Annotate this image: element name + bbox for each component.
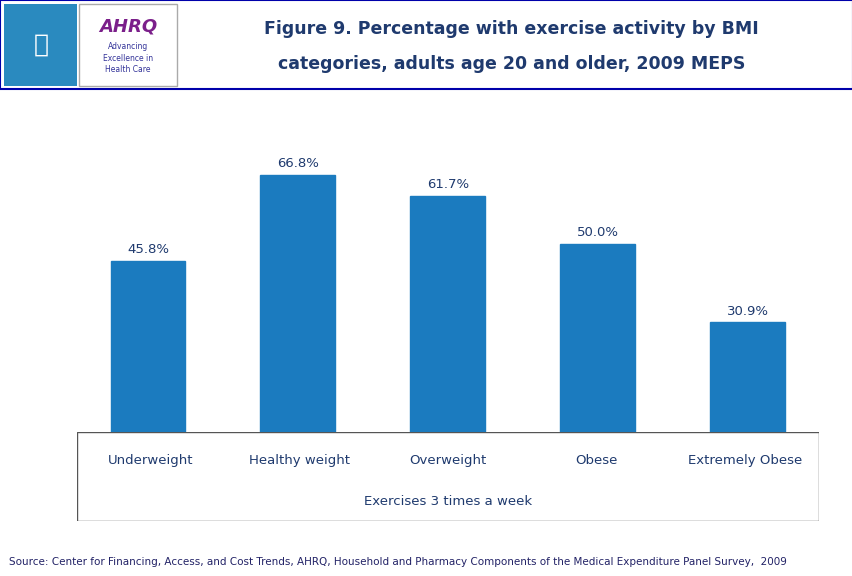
Bar <box>79 3 177 86</box>
Bar <box>560 244 635 449</box>
Text: 50.0%: 50.0% <box>576 226 618 239</box>
Bar <box>410 196 485 449</box>
Bar <box>111 262 185 449</box>
Text: Source: Center for Financing, Access, and Cost Trends, AHRQ, Household and Pharm: Source: Center for Financing, Access, an… <box>9 556 786 567</box>
Text: 🦅: 🦅 <box>33 33 49 56</box>
Text: Overweight: Overweight <box>409 454 486 467</box>
Text: 66.8%: 66.8% <box>277 157 319 170</box>
Text: Extremely Obese: Extremely Obese <box>687 454 801 467</box>
Text: Healthy weight: Healthy weight <box>249 454 349 467</box>
Text: AHRQ: AHRQ <box>99 18 157 36</box>
Text: Advancing
Excellence in
Health Care: Advancing Excellence in Health Care <box>103 43 153 74</box>
Text: Exercises 3 times a week: Exercises 3 times a week <box>363 495 532 508</box>
Text: Figure 9. Percentage with exercise activity by BMI: Figure 9. Percentage with exercise activ… <box>264 20 758 37</box>
Bar <box>260 175 335 449</box>
Text: 61.7%: 61.7% <box>426 178 469 191</box>
Text: categories, adults age 20 and older, 2009 MEPS: categories, adults age 20 and older, 200… <box>278 55 745 73</box>
Text: 45.8%: 45.8% <box>127 244 169 256</box>
Text: Underweight: Underweight <box>108 454 193 467</box>
Text: Obese: Obese <box>574 454 617 467</box>
Text: 30.9%: 30.9% <box>726 305 768 317</box>
Bar <box>4 3 77 86</box>
Bar <box>710 323 784 449</box>
